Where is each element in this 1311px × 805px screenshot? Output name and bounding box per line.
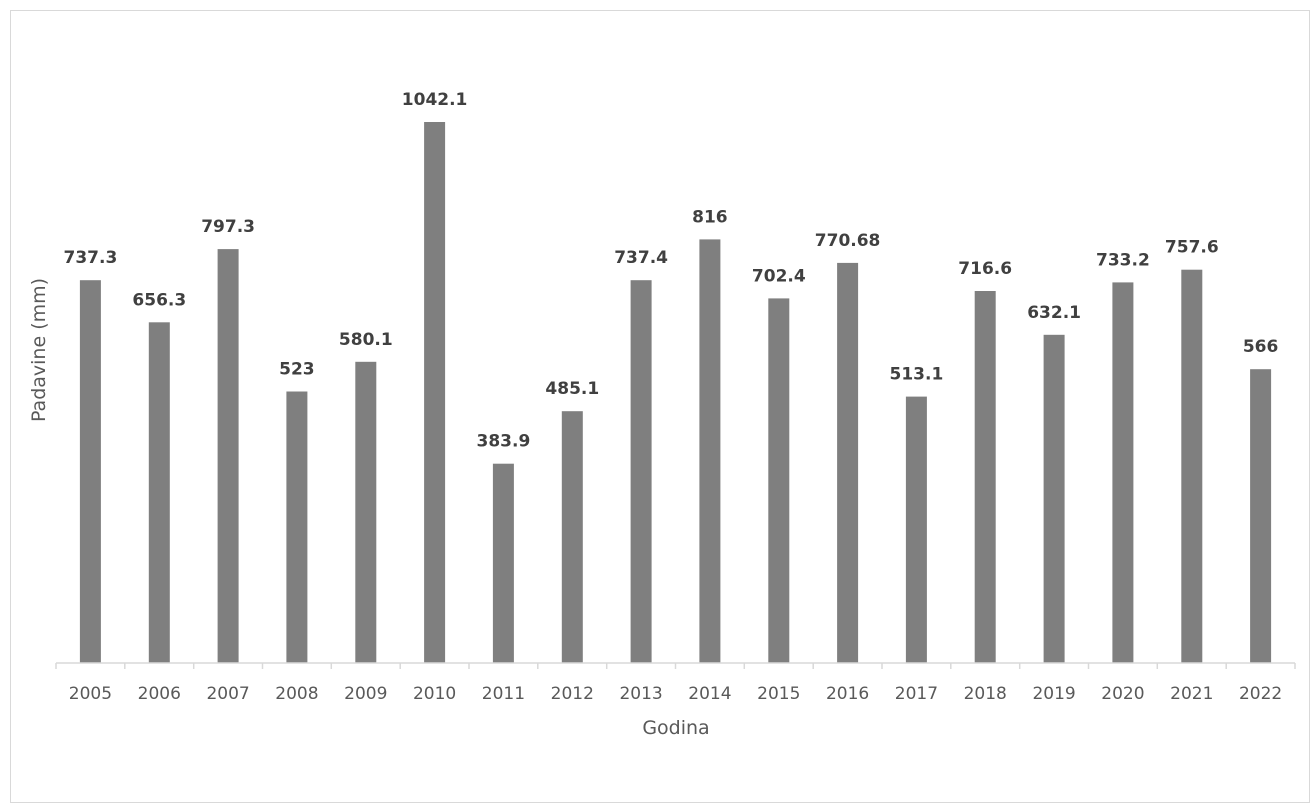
x-tick-label-2011: 2011 [482, 684, 525, 704]
x-tick-label-2006: 2006 [138, 684, 181, 704]
data-label-2007: 797.3 [201, 217, 255, 237]
bar-2005 [79, 280, 101, 663]
bars-group [79, 122, 1272, 663]
x-tick-label-2005: 2005 [69, 684, 112, 704]
x-tick-label-2020: 2020 [1101, 684, 1144, 704]
x-tick-label-2007: 2007 [206, 684, 249, 704]
x-tick-label-2009: 2009 [344, 684, 387, 704]
bar-2012 [561, 411, 583, 663]
data-label-2019: 632.1 [1027, 303, 1081, 323]
x-tick-labels-group: 2005 2006 2007 2008 2009 2010 2011 2012 2013 2014… [69, 684, 1282, 704]
bar-2009 [355, 361, 377, 663]
data-label-2016: 770.68 [815, 231, 881, 251]
data-label-2013: 737.4 [614, 248, 668, 268]
bar-2006 [148, 322, 170, 663]
x-ticks-group [55, 663, 1296, 669]
data-label-2022: 566 [1243, 337, 1279, 357]
x-tick-label-2008: 2008 [275, 684, 318, 704]
x-tick-label-2019: 2019 [1032, 684, 1075, 704]
data-label-2006: 656.3 [132, 290, 186, 310]
data-label-2021: 757.6 [1165, 238, 1219, 258]
data-label-2017: 513.1 [890, 365, 944, 385]
bar-2020 [1112, 282, 1134, 663]
x-tick-label-2021: 2021 [1170, 684, 1213, 704]
x-tick-label-2012: 2012 [551, 684, 594, 704]
x-tick-label-2022: 2022 [1239, 684, 1282, 704]
bar-2015 [768, 298, 790, 663]
y-axis-title: Padavine (mm) [28, 278, 50, 422]
x-tick-label-2017: 2017 [895, 684, 938, 704]
data-label-2005: 737.3 [64, 248, 118, 268]
data-label-2010: 1042.1 [402, 90, 468, 110]
bar-2010 [424, 122, 446, 663]
bar-2007 [217, 249, 239, 663]
x-tick-label-2010: 2010 [413, 684, 456, 704]
bar-2014 [699, 239, 721, 663]
x-tick-label-2014: 2014 [688, 684, 731, 704]
bar-2017 [905, 396, 927, 663]
data-labels-group: 737.3 656.3 797.3 523 580.1 1042.1 383.9 485.1 7… [64, 90, 1279, 452]
bar-2008 [286, 391, 308, 663]
bar-2018 [974, 291, 996, 663]
x-axis-title: Godina [642, 717, 709, 739]
x-tick-label-2013: 2013 [619, 684, 662, 704]
x-tick-label-2018: 2018 [964, 684, 1007, 704]
data-label-2008: 523 [279, 360, 315, 380]
data-label-2020: 733.2 [1096, 250, 1150, 270]
x-tick-label-2016: 2016 [826, 684, 869, 704]
data-label-2015: 702.4 [752, 266, 806, 286]
data-label-2018: 716.6 [958, 259, 1012, 279]
data-label-2011: 383.9 [477, 432, 531, 452]
x-tick-label-2015: 2015 [757, 684, 800, 704]
data-label-2014: 816 [692, 207, 728, 227]
bar-2019 [1043, 334, 1065, 663]
bar-2013 [630, 280, 652, 663]
bar-2016 [837, 262, 859, 663]
data-label-2009: 580.1 [339, 330, 393, 350]
bar-2011 [492, 463, 514, 663]
bar-2021 [1181, 269, 1203, 663]
data-label-2012: 485.1 [545, 379, 599, 399]
bar-2022 [1250, 369, 1272, 663]
